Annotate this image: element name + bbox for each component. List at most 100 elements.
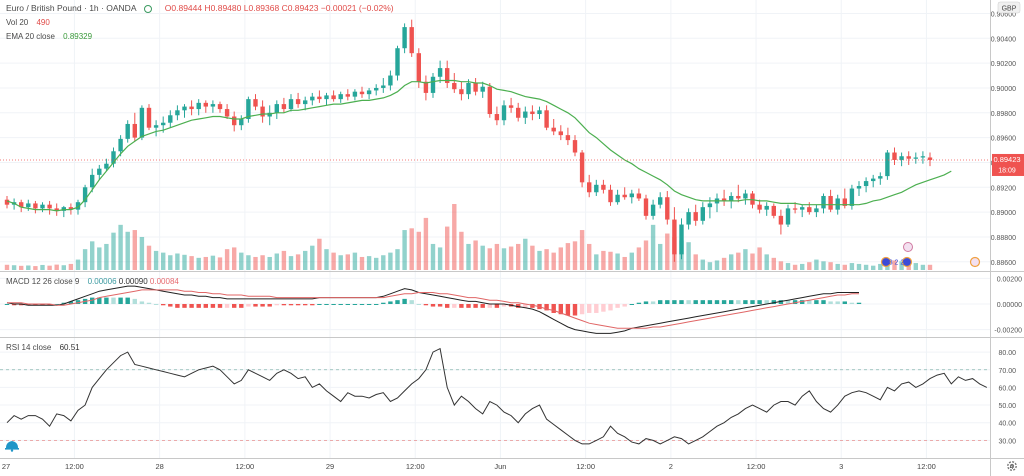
- macd-histogram-bar: [480, 304, 485, 308]
- event-flag-icon[interactable]: [880, 256, 892, 268]
- volume-bar: [139, 237, 145, 270]
- candle-body: [274, 104, 279, 113]
- macd-legend[interactable]: MACD 12 26 close 9 0.00006 0.00090 0.000…: [6, 277, 179, 286]
- volume-bar: [516, 243, 521, 270]
- event-count-badge[interactable]: 3 2 2: [889, 260, 905, 267]
- volume-bar: [622, 256, 627, 270]
- candle-body: [381, 85, 386, 88]
- macd-histogram-bar: [402, 298, 407, 304]
- macd-histogram-bar: [849, 302, 855, 304]
- candle-body: [139, 107, 145, 138]
- price-tick-label: 0.90400: [991, 36, 1016, 43]
- candle-body: [68, 207, 74, 210]
- candle-body: [452, 82, 457, 90]
- macd-histogram-bar: [629, 304, 634, 305]
- time-tick-label: 28: [155, 462, 163, 471]
- macd-histogram-bar: [317, 304, 322, 305]
- volume-bar: [189, 256, 194, 270]
- volume-legend[interactable]: Vol 20 490: [6, 18, 50, 27]
- macd-histogram-bar: [693, 300, 698, 304]
- macd-histogram-bar: [338, 304, 343, 305]
- time-tick-label: 12:00: [917, 462, 936, 471]
- macd-histogram-bar: [161, 304, 166, 306]
- volume-bar: [501, 248, 507, 270]
- candle-body: [210, 104, 216, 107]
- candle-body: [927, 157, 933, 160]
- event-markers[interactable]: 3 2 2: [880, 242, 981, 268]
- volume-bar: [523, 238, 528, 270]
- macd-histogram-bar: [814, 300, 819, 304]
- volume-bar: [224, 249, 230, 270]
- macd-histogram-bar: [565, 304, 571, 316]
- candle-body: [196, 102, 201, 110]
- volume-bar: [437, 247, 443, 270]
- settings-gear-icon[interactable]: [1007, 461, 1017, 471]
- volume-bar: [878, 263, 883, 270]
- candle-body: [473, 82, 478, 92]
- event-flag-icon[interactable]: [901, 256, 913, 268]
- time-axis[interactable]: 27 12:00 28 12:00 29 12:00 Jun 12:00 2 12:00 3 12:0…: [2, 462, 1024, 471]
- macd-histogram-bar: [168, 304, 173, 307]
- macd-histogram-bar: [856, 302, 862, 304]
- volume-bar: [665, 233, 670, 270]
- candle-body: [778, 215, 784, 225]
- signal-line: [7, 289, 859, 329]
- candle-body: [246, 99, 251, 119]
- volume-bar: [729, 254, 734, 270]
- ohlc-open: O0.89444: [164, 3, 203, 13]
- macd-histogram-bar: [594, 304, 599, 313]
- alert-bell-icon[interactable]: [3, 438, 21, 452]
- economic-event-icon[interactable]: [903, 242, 913, 252]
- macd-histogram-bar: [587, 304, 592, 313]
- candle-body: [104, 163, 109, 169]
- volume-bar: [324, 249, 329, 270]
- macd-histogram-bar: [757, 300, 762, 304]
- candle-body: [125, 123, 130, 139]
- candle-body: [295, 99, 301, 105]
- time-tick-label: 12:00: [406, 462, 425, 471]
- macd-tick-label: 0.00200: [997, 276, 1022, 283]
- candle-body: [267, 112, 272, 117]
- volume-bar: [445, 226, 450, 270]
- time-tick-label: 27: [2, 462, 10, 471]
- macd-histogram-bar: [288, 304, 294, 306]
- candle-body: [317, 96, 322, 100]
- macd-histogram-bar: [622, 304, 627, 307]
- candle-body: [615, 194, 620, 203]
- macd-histogram-bar: [494, 304, 500, 308]
- candle-body: [849, 188, 855, 206]
- macd-hist-value: 0.00006: [87, 277, 117, 286]
- macd-axis[interactable]: 0.00200 0.00000 -0.00200: [994, 276, 1022, 334]
- market-status-icon[interactable]: [144, 4, 153, 13]
- rsi-axis[interactable]: 80.00 70.00 60.00 50.00 40.00 30.00: [998, 350, 1016, 445]
- macd-histogram-bar: [707, 300, 713, 304]
- rsi-legend[interactable]: RSI 14 close 60.51: [6, 343, 80, 352]
- volume-bar: [153, 250, 159, 270]
- ema-legend[interactable]: EMA 20 close 0.89329: [6, 32, 92, 41]
- volume-bar: [792, 264, 798, 270]
- macd-histogram-bar: [324, 304, 329, 305]
- volume-bar: [82, 249, 88, 270]
- macd-histogram-bar: [352, 304, 358, 305]
- candle-body: [572, 140, 578, 153]
- candle-body: [338, 94, 343, 100]
- candle-body: [622, 194, 627, 198]
- volume-bar: [927, 264, 933, 270]
- economic-event-icon[interactable]: [969, 256, 981, 268]
- symbol-legend[interactable]: Euro / British Pound · 1h · OANDA O0.894…: [6, 3, 394, 13]
- candle-body: [19, 202, 24, 208]
- candle-body: [693, 212, 698, 221]
- exchange-label: OANDA: [106, 3, 137, 13]
- candle-body: [47, 204, 52, 209]
- volume-bar: [643, 240, 649, 270]
- volume-bar: [345, 254, 350, 270]
- candle-body: [842, 198, 847, 206]
- volume-bar: [146, 245, 152, 270]
- price-axis[interactable]: 0.90600 0.90400 0.90200 0.90000 0.89800 0.896…: [991, 11, 1016, 266]
- macd-histogram-bar: [636, 302, 642, 304]
- volume-bar: [317, 238, 322, 270]
- candle-body: [594, 184, 599, 193]
- candle-body: [516, 107, 521, 118]
- macd-histogram-bar: [331, 304, 336, 305]
